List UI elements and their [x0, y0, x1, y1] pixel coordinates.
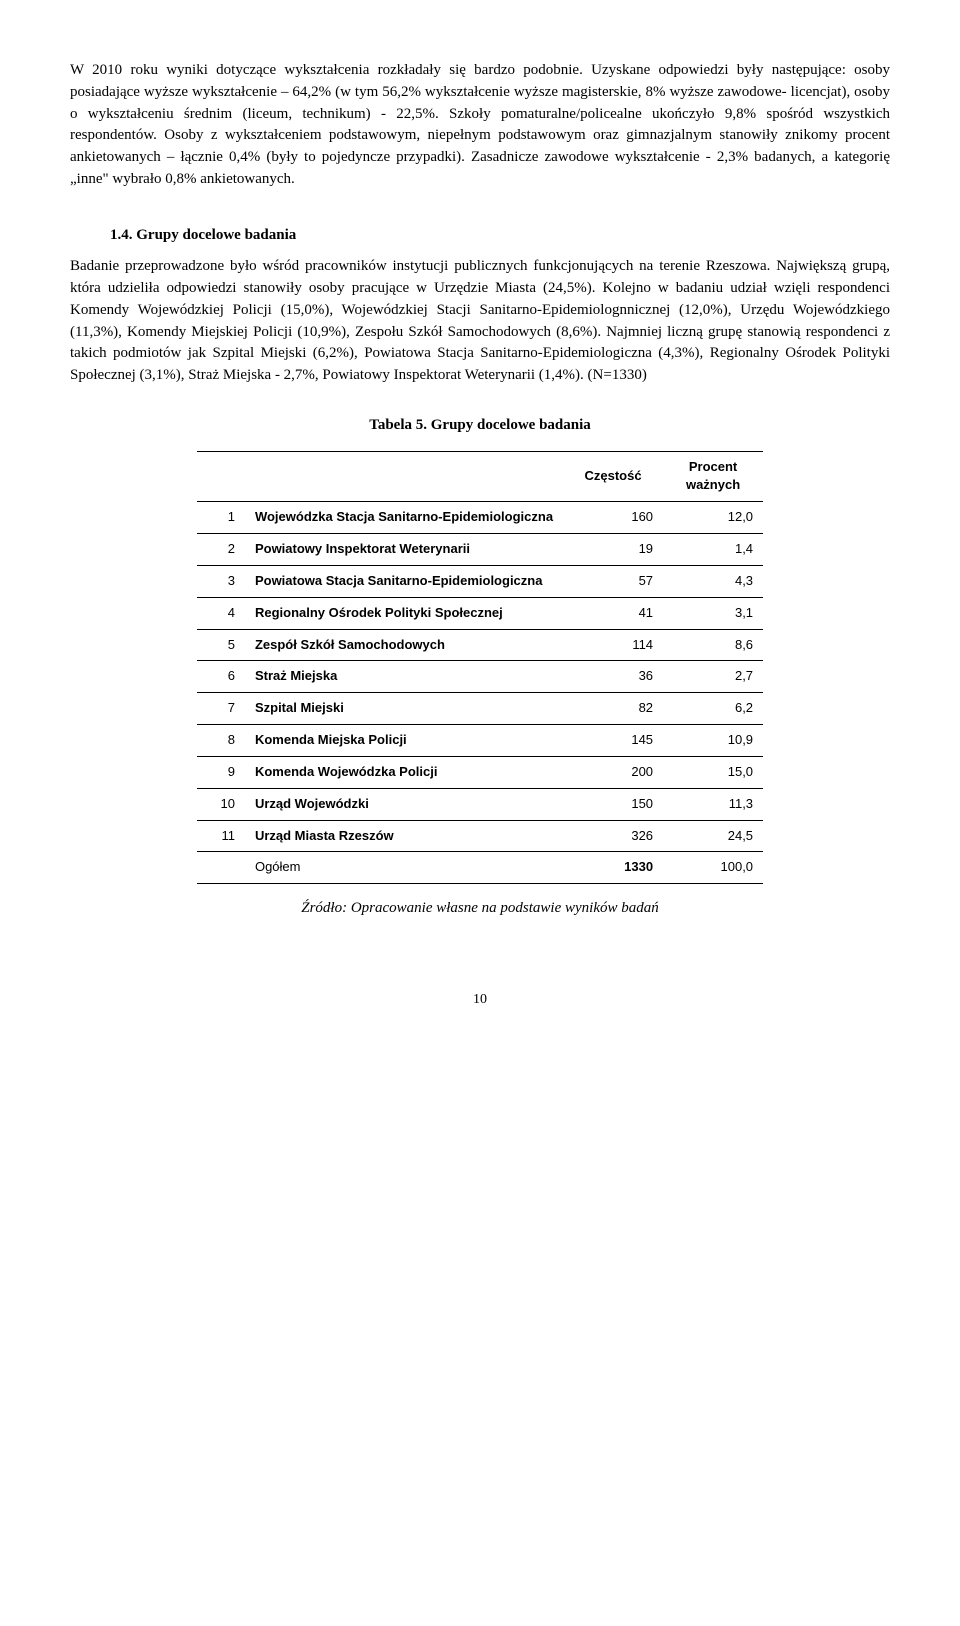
row-index: 8: [197, 725, 245, 757]
paragraph-body: Badanie przeprowadzone było wśród pracow…: [70, 256, 890, 387]
table-row: 11 Urząd Miasta Rzeszów 326 24,5: [197, 820, 763, 852]
row-label-text: Powiatowy Inspektorat Weterynarii: [255, 541, 470, 556]
row-label-text: Wojewódzka Stacja Sanitarno-Epidemiologi…: [255, 509, 553, 524]
row-pct: 15,0: [663, 756, 763, 788]
table-source: Źródło: Opracowanie własne na podstawie …: [70, 898, 890, 920]
row-freq: 36: [563, 661, 663, 693]
row-label: Wojewódzka Stacja Sanitarno-Epidemiologi…: [245, 502, 563, 534]
row-label: Regionalny Ośrodek Polityki Społecznej: [245, 597, 563, 629]
table-row: 4 Regionalny Ośrodek Polityki Społecznej…: [197, 597, 763, 629]
table-header-freq: Częstość: [563, 451, 663, 502]
row-index: 11: [197, 820, 245, 852]
total-pct: 100,0: [663, 852, 763, 884]
total-freq: 1330: [563, 852, 663, 884]
row-label-text: Urząd Wojewódzki: [255, 796, 369, 811]
row-label: Szpital Miejski: [245, 693, 563, 725]
row-freq: 57: [563, 565, 663, 597]
table-caption: Tabela 5. Grupy docelowe badania: [70, 415, 890, 437]
table-total-row: Ogółem 1330 100,0: [197, 852, 763, 884]
table-header-blank: [197, 451, 245, 502]
row-label-text: Komenda Miejska Policji: [255, 732, 407, 747]
row-pct: 11,3: [663, 788, 763, 820]
row-label-text: Szpital Miejski: [255, 700, 344, 715]
table-row: 9 Komenda Wojewódzka Policji 200 15,0: [197, 756, 763, 788]
table-row: 7 Szpital Miejski 82 6,2: [197, 693, 763, 725]
row-freq: 326: [563, 820, 663, 852]
paragraph-intro: W 2010 roku wyniki dotyczące wykształcen…: [70, 60, 890, 191]
row-index: 9: [197, 756, 245, 788]
table-row: 8 Komenda Miejska Policji 145 10,9: [197, 725, 763, 757]
row-freq: 200: [563, 756, 663, 788]
table-row: 5 Zespół Szkół Samochodowych 114 8,6: [197, 629, 763, 661]
row-label: Powiatowy Inspektorat Weterynarii: [245, 534, 563, 566]
row-label-text: Regionalny Ośrodek Polityki Społecznej: [255, 605, 503, 620]
row-label: Komenda Miejska Policji: [245, 725, 563, 757]
row-pct: 8,6: [663, 629, 763, 661]
row-freq: 82: [563, 693, 663, 725]
row-label: Zespół Szkół Samochodowych: [245, 629, 563, 661]
row-label-text: Powiatowa Stacja Sanitarno-Epidemiologic…: [255, 573, 543, 588]
section-heading: 1.4. Grupy docelowe badania: [110, 225, 890, 247]
table-row: 2 Powiatowy Inspektorat Weterynarii 19 1…: [197, 534, 763, 566]
row-pct: 2,7: [663, 661, 763, 693]
row-label: Powiatowa Stacja Sanitarno-Epidemiologic…: [245, 565, 563, 597]
row-index: 7: [197, 693, 245, 725]
row-freq: 160: [563, 502, 663, 534]
row-label-text: Komenda Wojewódzka Policji: [255, 764, 438, 779]
row-label: Urząd Wojewódzki: [245, 788, 563, 820]
table-header-row: Częstość Procent ważnych: [197, 451, 763, 502]
row-label: Komenda Wojewódzka Policji: [245, 756, 563, 788]
row-pct: 10,9: [663, 725, 763, 757]
row-index: [197, 852, 245, 884]
table-row: 6 Straż Miejska 36 2,7: [197, 661, 763, 693]
row-index: 4: [197, 597, 245, 629]
row-freq: 114: [563, 629, 663, 661]
row-pct: 3,1: [663, 597, 763, 629]
row-index: 1: [197, 502, 245, 534]
row-label: Straż Miejska: [245, 661, 563, 693]
row-freq: 145: [563, 725, 663, 757]
row-label: Urząd Miasta Rzeszów: [245, 820, 563, 852]
row-freq: 41: [563, 597, 663, 629]
row-index: 10: [197, 788, 245, 820]
table-row: 3 Powiatowa Stacja Sanitarno-Epidemiolog…: [197, 565, 763, 597]
row-pct: 1,4: [663, 534, 763, 566]
row-freq: 19: [563, 534, 663, 566]
row-pct: 24,5: [663, 820, 763, 852]
row-label-text: Straż Miejska: [255, 668, 337, 683]
row-pct: 4,3: [663, 565, 763, 597]
table-row: 10 Urząd Wojewódzki 150 11,3: [197, 788, 763, 820]
row-pct: 12,0: [663, 502, 763, 534]
data-table: Częstość Procent ważnych 1 Wojewódzka St…: [197, 451, 763, 885]
page-number: 10: [70, 990, 890, 1010]
row-pct: 6,2: [663, 693, 763, 725]
table-header-pct: Procent ważnych: [663, 451, 763, 502]
row-index: 6: [197, 661, 245, 693]
total-label: Ogółem: [245, 852, 563, 884]
row-label-text: Zespół Szkół Samochodowych: [255, 637, 445, 652]
table-row: 1 Wojewódzka Stacja Sanitarno-Epidemiolo…: [197, 502, 763, 534]
row-label-text: Urząd Miasta Rzeszów: [255, 828, 394, 843]
row-index: 5: [197, 629, 245, 661]
row-index: 2: [197, 534, 245, 566]
table-header-blank2: [245, 451, 563, 502]
row-freq: 150: [563, 788, 663, 820]
total-freq-text: 1330: [624, 859, 653, 874]
row-index: 3: [197, 565, 245, 597]
